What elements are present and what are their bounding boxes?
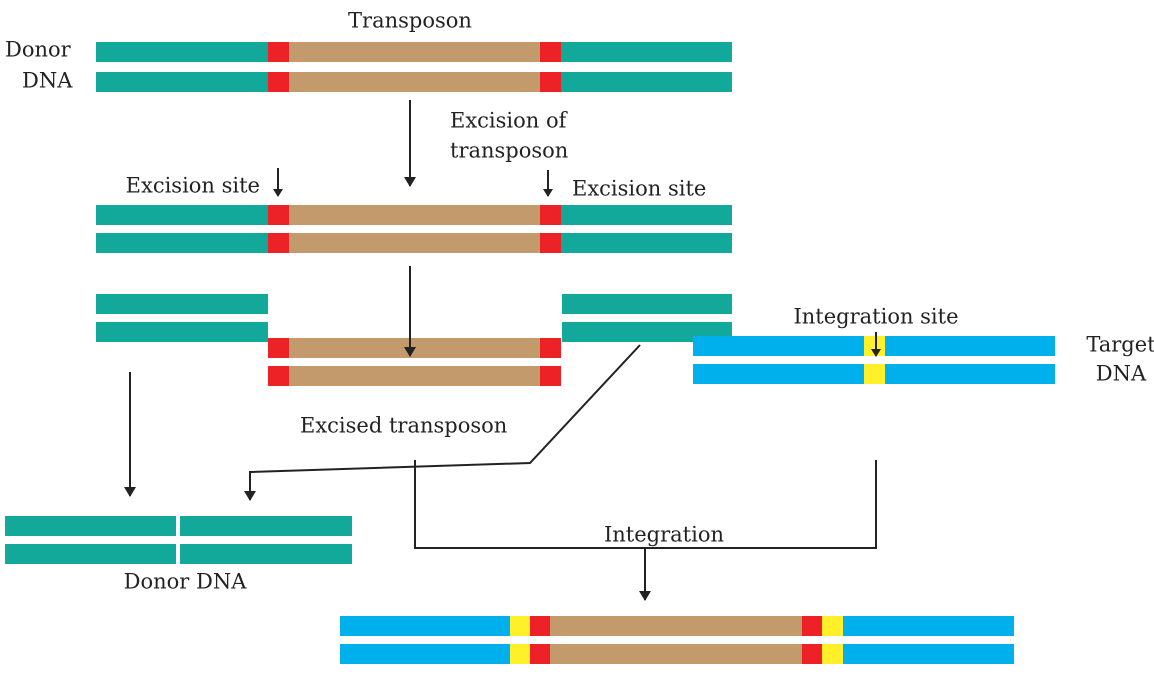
label: Integration [604,523,724,547]
strand-segment [268,338,289,358]
strand-segment [340,644,510,664]
strand-segment [864,336,885,356]
strand-segment [96,322,268,342]
label: Excised transposon [300,414,507,438]
strand-segment [843,616,1014,636]
strand-segment [693,336,864,356]
strand-segment [268,205,289,225]
strand-segment [540,366,561,386]
strand-segment [561,233,732,253]
arrows [124,100,881,601]
strand-segment [96,294,268,314]
strand-segment [289,42,540,62]
strand-segment [540,42,561,62]
strand-segment [802,644,822,664]
strand-segment [864,364,885,384]
strand-segment [96,72,268,92]
strand-segment [530,616,550,636]
strand-segment [5,516,176,536]
strand-segment [843,644,1014,664]
strand-segment [289,233,540,253]
strand-segment [561,72,732,92]
strand-segment [340,616,510,636]
strand-segment [822,616,843,636]
label: DNA [1096,362,1147,386]
strand-segment [289,338,540,358]
strand-segment [885,336,1055,356]
strand-segment [540,338,561,358]
label: Excision site [572,177,706,201]
strand-segment [693,364,864,384]
strand-segment [268,72,289,92]
dna-strands [5,42,1055,664]
label: Transposon [348,9,472,33]
strand-segment [802,616,822,636]
label: DNA [22,69,73,93]
strand-segment [289,366,540,386]
strand-segment [562,322,732,342]
label: Donor [5,38,72,62]
strand-segment [550,644,802,664]
strand-segment [885,364,1055,384]
strand-segment [562,294,732,314]
strand-segment [268,42,289,62]
strand-segment [540,205,561,225]
label: Donor DNA [124,570,248,594]
strand-segment [289,205,540,225]
strand-segment [5,544,176,564]
strand-segment [268,233,289,253]
strand-segment [268,366,289,386]
strand-segment [540,233,561,253]
strand-segment [550,616,802,636]
strand-segment [96,42,268,62]
label: Excision site [126,174,260,198]
arrow [244,344,641,501]
label: transposon [450,139,568,163]
strand-segment [96,233,268,253]
label: Integration site [793,305,958,329]
strand-segment [289,72,540,92]
strand-segment [96,205,268,225]
strand-segment [530,644,550,664]
label: Target [1086,333,1154,357]
strand-segment [561,42,732,62]
strand-segment [540,72,561,92]
label: Excision of [450,109,569,133]
strand-segment [561,205,732,225]
strand-segment [822,644,843,664]
strand-segment [180,516,352,536]
strand-segment [510,644,530,664]
strand-segment [510,616,530,636]
strand-segment [180,544,352,564]
